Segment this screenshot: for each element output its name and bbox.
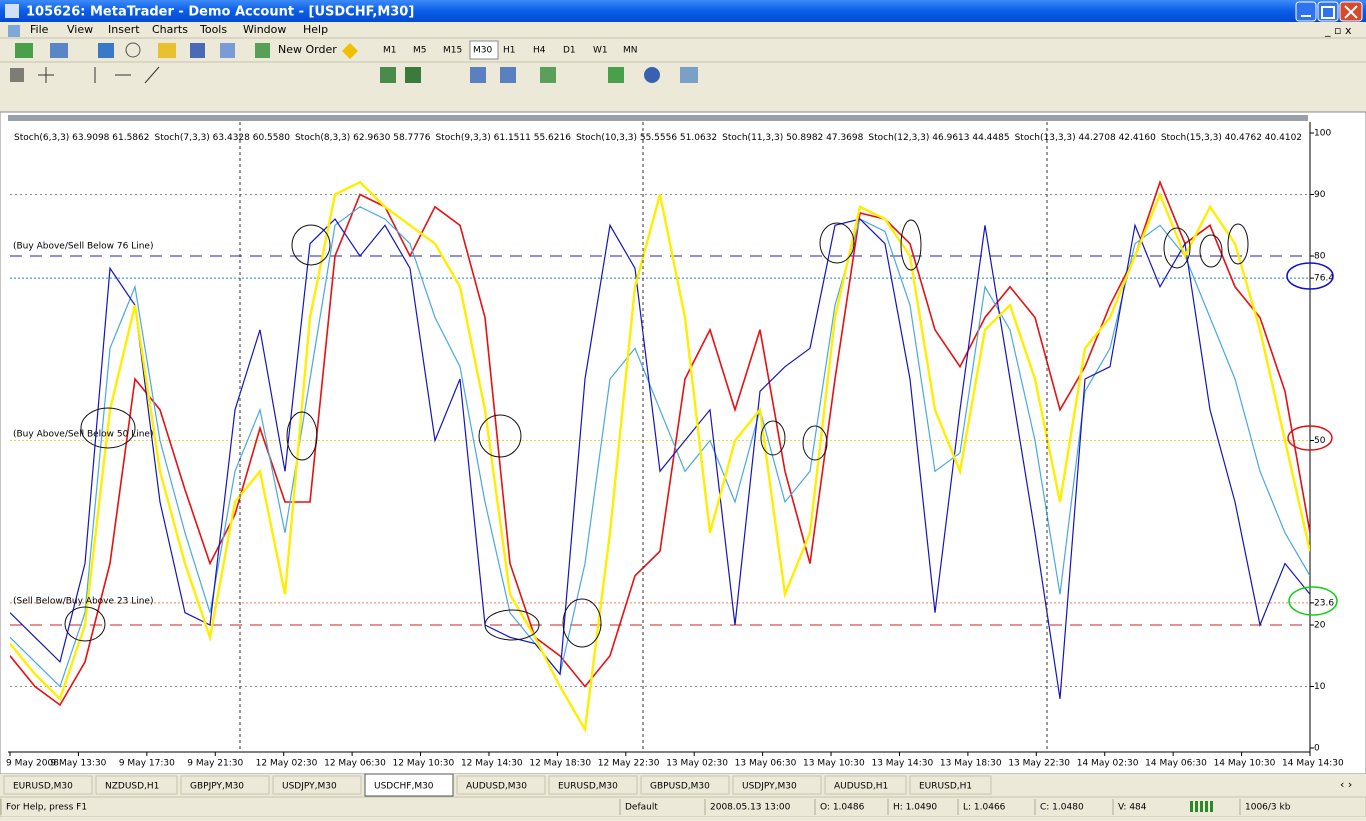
x-tick-label: 12 May 14:30 [461,759,523,769]
tab-label[interactable]: EURUSD,H1 [919,782,972,792]
level-annotation: (Sell Below/Buy Above 23 Line) [13,597,153,607]
timeframe-button[interactable]: W1 [593,46,608,56]
menu-item[interactable]: Help [303,23,328,36]
tab-label[interactable]: USDJPY,M30 [282,782,337,792]
tab-label[interactable]: AUDUSD,M30 [466,782,527,792]
scroll-strip [8,115,1308,121]
status-field: L: 1.0466 [963,803,1006,813]
tab-label[interactable]: NZDUSD,H1 [105,782,159,792]
y-tick-label: 90 [1314,190,1326,200]
tab-label[interactable]: EURUSD,M30 [13,782,73,792]
tab-label[interactable]: USDCHF,M30 [374,782,434,792]
timeframe-button[interactable]: D1 [563,46,576,56]
timeframe-button[interactable]: M5 [413,46,427,56]
menu-item[interactable]: Charts [152,23,188,36]
indicator-label: Stoch(7,3,3) 63.4328 60.5580 [154,133,290,143]
x-tick-label: 14 May 02:30 [1077,759,1139,769]
menu-item[interactable]: Window [243,23,286,36]
menu-item[interactable]: Insert [108,23,140,36]
status-field: H: 1.0490 [893,803,937,813]
menu-item[interactable]: View [67,23,93,36]
status-field: O: 1.0486 [820,803,865,813]
x-tick-label: 9 May 21:30 [187,759,243,769]
timeframe-button[interactable]: M30 [473,46,492,56]
y-tick-label: 0 [1314,744,1320,754]
indicator-label: Stoch(13,3,3) 44.2708 42.4160 [1015,133,1156,143]
doc-icon [8,25,20,37]
x-tick-label: 14 May 14:30 [1282,759,1344,769]
tab-scroll[interactable]: ‹ › [1340,778,1352,791]
level-annotation: (Buy Above/Sell Below 50 Line) [13,430,153,440]
x-tick-label: 13 May 22:30 [1008,759,1070,769]
indicator-label: Stoch(12,3,3) 46.9613 44.4485 [868,133,1009,143]
x-tick-label: 14 May 06:30 [1145,759,1207,769]
x-tick-label: 13 May 18:30 [940,759,1002,769]
x-tick-label: 12 May 22:30 [598,759,660,769]
page: 105626: MetaTrader - Demo Account - [USD… [0,0,1366,817]
indicator-label: Stoch(11,3,3) 50.8982 47.3698 [722,133,863,143]
indicator-label: Stoch(8,3,3) 62.9630 58.7776 [295,133,431,143]
status-bar [0,797,1366,817]
indicator-label: Stoch(15,3,3) 40.4762 40.4102 [1161,133,1302,143]
x-tick-label: 12 May 10:30 [393,759,455,769]
status-field: C: 1.0480 [1040,803,1084,813]
indicator-label: Stoch(10,3,3) 55.5556 51.0632 [576,133,717,143]
y-tick-label: 100 [1314,129,1331,139]
x-tick-label: 13 May 10:30 [803,759,865,769]
x-tick-label: 12 May 18:30 [529,759,591,769]
tab-label[interactable]: GBPJPY,M30 [190,782,244,792]
timeframe-button[interactable]: H1 [503,46,516,56]
tab-label[interactable]: USDJPY,M30 [742,782,797,792]
y-tick-label: 50 [1314,436,1326,446]
y-tick-label: 80 [1314,252,1326,262]
status-field: 1006/3 kb [1245,803,1291,813]
mdi-controls: _ ▫ x [1324,24,1352,37]
status-field: V: 484 [1118,803,1147,813]
app-icon [5,4,19,18]
window-title: 105626: MetaTrader - Demo Account - [USD… [26,5,414,20]
menu-item[interactable]: File [30,23,49,36]
level-annotation: (Buy Above/Sell Below 76 Line) [13,242,153,252]
indicator-label: Stoch(9,3,3) 61.1511 55.6216 [435,133,571,143]
y-tick-label: 20 [1314,621,1326,631]
y-tick-label: 23.6 [1314,598,1334,608]
x-tick-label: 9 May 13:30 [50,759,106,769]
timeframe-button[interactable]: H4 [533,46,546,56]
x-tick-label: 12 May 02:30 [256,759,318,769]
new-order-button[interactable]: New Order [278,43,337,56]
timeframe-button[interactable]: M1 [383,46,397,56]
x-tick-label: 14 May 10:30 [1214,759,1276,769]
status-field: For Help, press F1 [6,803,87,813]
x-tick-label: 13 May 14:30 [871,759,933,769]
timeframe-button[interactable]: MN [623,46,638,56]
x-tick-label: 13 May 06:30 [735,759,797,769]
indicator-header: Stoch(6,3,3) 63.9098 61.5862 Stoch(7,3,3)… [14,133,1366,143]
minimize-button[interactable] [1296,2,1316,21]
x-tick-label: 9 May 17:30 [119,759,175,769]
x-tick-label: 12 May 06:30 [324,759,386,769]
menu-item[interactable]: Tools [199,23,227,36]
tab-label[interactable]: GBPUSD,M30 [650,782,710,792]
status-field: Default [625,803,658,813]
metatrader-window: 105626: MetaTrader - Demo Account - [USD… [0,0,1366,817]
status-field: 2008.05.13 13:00 [710,803,791,813]
tab-label[interactable]: AUDUSD,H1 [834,782,888,792]
tab-label[interactable]: EURUSD,M30 [558,782,618,792]
y-tick-label: 10 [1314,682,1326,692]
timeframe-button[interactable]: M15 [443,46,462,56]
x-tick-label: 13 May 02:30 [666,759,728,769]
indicator-label: Stoch(6,3,3) 63.9098 61.5862 [14,133,149,143]
